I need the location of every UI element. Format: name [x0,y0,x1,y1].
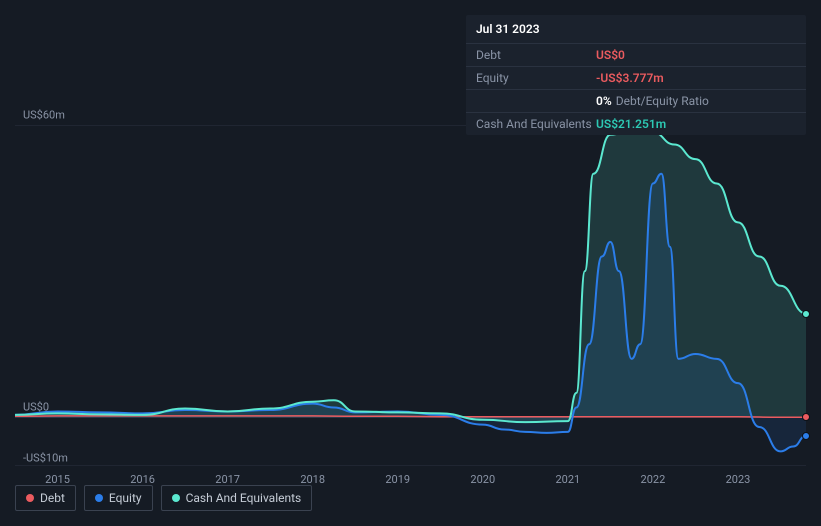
legend-item[interactable]: Debt [15,485,76,511]
series-end-dot [802,413,810,421]
chart-container: Jul 31 2023 DebtUS$0Equity-US$3.777m0%De… [0,0,821,526]
tooltip-row-value: 0%Debt/Equity Ratio [596,94,796,108]
tooltip-rows: DebtUS$0Equity-US$3.777m0%Debt/Equity Ra… [466,44,806,135]
tooltip-row-sublabel: Debt/Equity Ratio [616,94,709,108]
chart-legend: Debt Equity Cash And Equivalents [15,485,312,511]
legend-label: Equity [109,491,142,505]
x-axis-label: 2023 [726,473,751,486]
x-axis-label: 2020 [470,473,495,486]
legend-item[interactable]: Equity [84,485,153,511]
legend-label: Cash And Equivalents [186,491,302,505]
tooltip-row-value: US$21.251m [596,117,796,131]
x-axis-label: 2019 [385,473,410,486]
tooltip-row-value: -US$3.777m [596,71,796,85]
legend-item[interactable]: Cash And Equivalents [161,485,313,511]
tooltip-box: Jul 31 2023 DebtUS$0Equity-US$3.777m0%De… [466,15,806,135]
legend-dot-icon [95,494,103,502]
tooltip-row-label: Debt [476,48,596,62]
tooltip-date: Jul 31 2023 [466,15,806,44]
tooltip-row-label: Equity [476,71,596,85]
tooltip-row: Cash And EquivalentsUS$21.251m [466,113,806,135]
series-end-dot [802,310,810,318]
y-axis-label: US$60m [23,109,65,122]
x-axis-label: 2022 [641,473,666,486]
legend-dot-icon [172,494,180,502]
y-axis-label: US$0 [23,401,49,414]
tooltip-row-value: US$0 [596,48,796,62]
legend-dot-icon [26,494,34,502]
series-end-dot [802,432,810,440]
y-axis-label: -US$10m [23,452,68,465]
tooltip-row: Equity-US$3.777m [466,67,806,90]
tooltip-row-label: Cash And Equivalents [476,117,596,131]
tooltip-row: DebtUS$0 [466,44,806,67]
tooltip-row: 0%Debt/Equity Ratio [466,90,806,113]
chart-plot-area[interactable]: US$60mUS$0-US$10m20152016201720182019202… [15,125,806,466]
legend-label: Debt [40,491,65,505]
tooltip-row-label [476,94,596,108]
chart-svg [15,125,806,466]
x-axis-label: 2021 [555,473,580,486]
